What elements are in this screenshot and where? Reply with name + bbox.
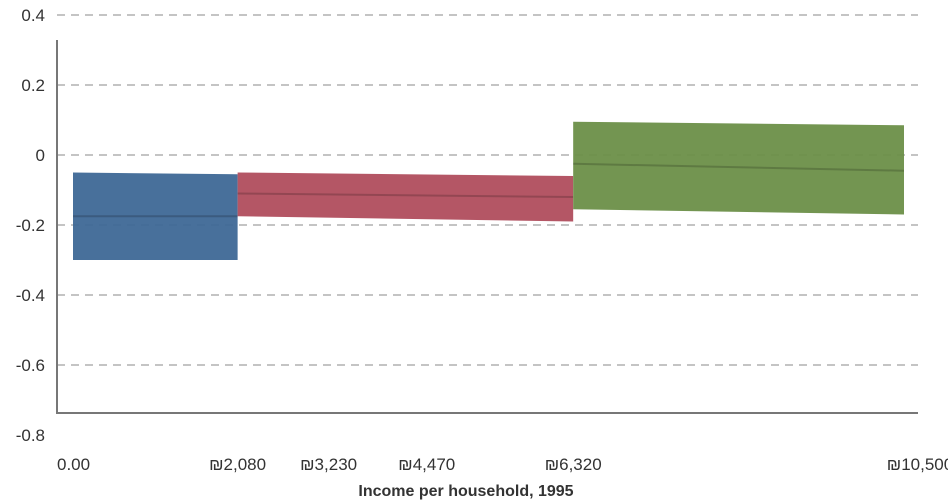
y-tick-labels: 0.4 0.2 0 -0.2 -0.4 -0.6 -0.8 (16, 6, 45, 445)
y-tick-label: -0.4 (16, 286, 45, 305)
x-axis-title: Income per household, 1995 (358, 483, 573, 500)
x-tick-label: ₪10,500 (887, 455, 948, 474)
x-tick-label: ₪4,470 (398, 455, 455, 474)
y-tick-label: 0 (36, 146, 45, 165)
y-tick-label: -0.8 (16, 426, 45, 445)
band-center-line (237, 192, 574, 198)
band-range (573, 121, 904, 215)
band-range (237, 172, 574, 222)
x-tick-label: ₪2,080 (209, 455, 266, 474)
data-bands (73, 121, 905, 260)
y-tick-label: 0.2 (21, 76, 45, 95)
y-tick-label: -0.2 (16, 216, 45, 235)
y-tick-label: 0.4 (21, 6, 45, 25)
x-tick-label: 0.00 (57, 455, 90, 474)
x-tick-labels: 0.00 ₪2,080 ₪3,230 ₪4,470 ₪6,320 ₪10,500 (57, 455, 948, 474)
band-center-line (573, 162, 905, 172)
band-range (73, 172, 238, 260)
y-tick-label: -0.6 (16, 356, 45, 375)
x-tick-label: ₪3,230 (300, 455, 357, 474)
x-tick-label: ₪6,320 (545, 455, 602, 474)
